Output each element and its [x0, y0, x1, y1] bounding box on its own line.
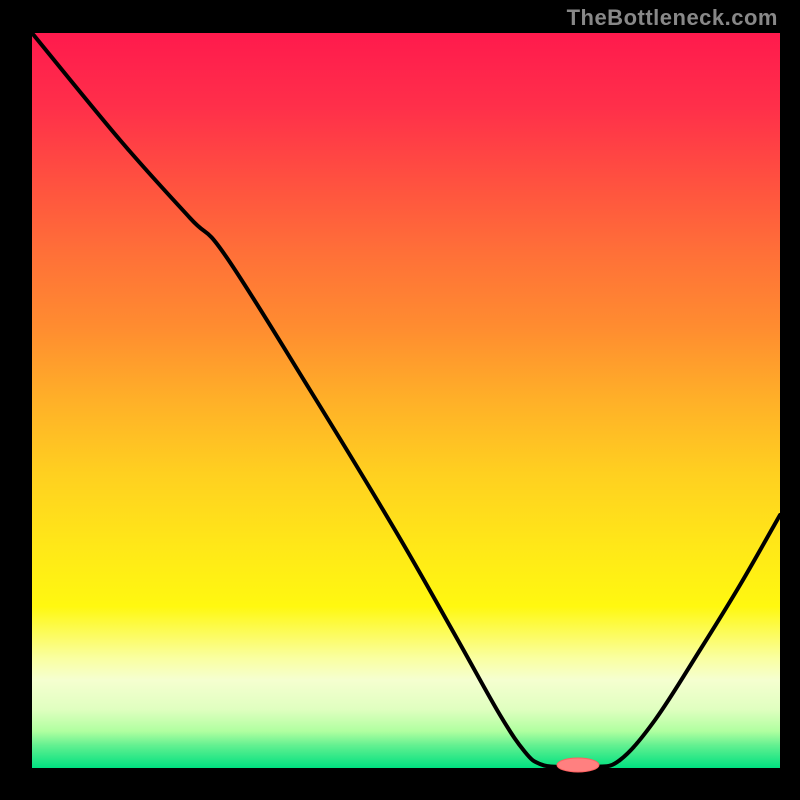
chart-background — [32, 33, 780, 768]
bottleneck-chart: TheBottleneck.com — [0, 0, 800, 800]
optimal-marker — [557, 758, 599, 772]
chart-svg — [0, 0, 800, 800]
watermark-text: TheBottleneck.com — [567, 5, 778, 31]
